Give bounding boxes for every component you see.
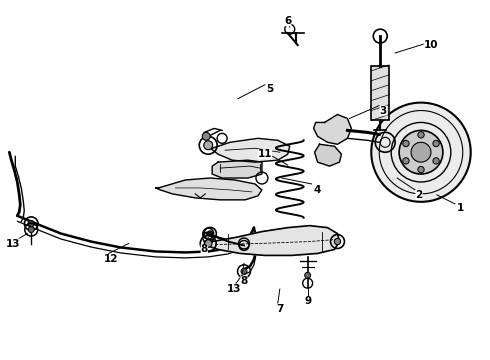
Polygon shape [315,144,342,166]
Polygon shape [212,160,262,178]
Polygon shape [210,138,290,162]
Circle shape [334,238,341,245]
Text: 13: 13 [6,239,21,248]
Bar [371,66,389,121]
Text: 8: 8 [241,276,247,286]
Circle shape [305,272,311,278]
Circle shape [411,142,431,162]
Circle shape [204,240,212,247]
Text: 10: 10 [424,40,438,50]
Text: 2: 2 [416,190,423,200]
Text: 6: 6 [284,16,292,26]
Text: 13: 13 [227,284,241,294]
Circle shape [28,220,34,227]
Circle shape [28,227,34,233]
Circle shape [241,268,247,274]
Circle shape [207,231,213,237]
Circle shape [433,158,439,164]
Text: 9: 9 [304,296,311,306]
Circle shape [433,140,439,147]
Circle shape [204,141,213,150]
Text: 5: 5 [266,84,273,94]
Circle shape [403,158,409,164]
Text: 1: 1 [457,203,465,213]
Circle shape [418,132,424,138]
Circle shape [399,130,443,174]
Polygon shape [155,178,262,200]
Circle shape [371,103,471,202]
Text: 4: 4 [314,185,321,195]
Text: 3: 3 [380,105,387,116]
Circle shape [202,132,210,140]
Circle shape [418,166,424,173]
Text: 7: 7 [276,304,284,314]
Text: 11: 11 [258,149,272,159]
Text: 12: 12 [103,255,118,264]
Polygon shape [314,114,351,144]
Polygon shape [204,226,340,255]
Text: 8: 8 [200,244,208,255]
Circle shape [403,140,409,147]
